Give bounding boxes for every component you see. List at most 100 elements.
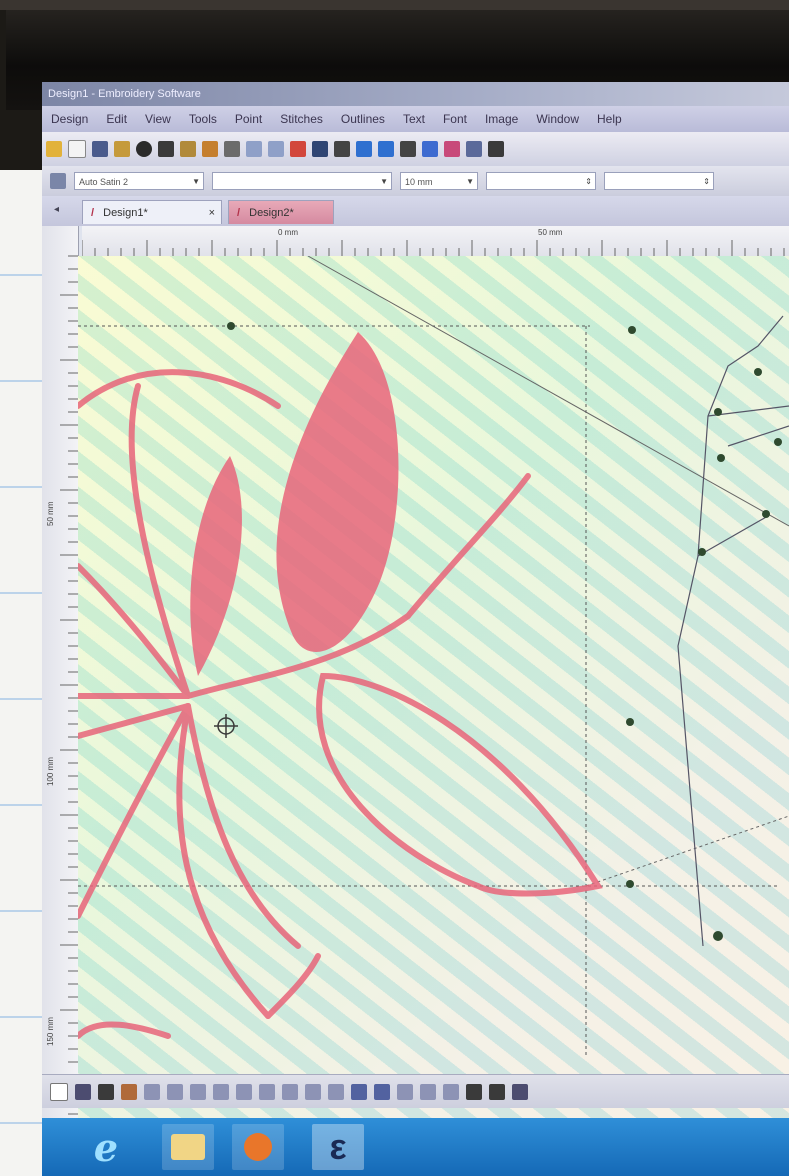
internet-explorer-icon[interactable]: e [80, 1124, 132, 1170]
node-select-icon[interactable] [378, 141, 394, 157]
start-icon[interactable] [42, 1124, 72, 1170]
properties-toolbar: Auto Satin 2 ▼ ▼ 10 mm ▼ ⇕ ⇕ [42, 166, 789, 196]
align-left-icon[interactable] [144, 1083, 160, 1100]
distribute-icon[interactable] [282, 1083, 298, 1100]
flip-icon[interactable] [420, 1083, 436, 1100]
control-node[interactable] [714, 408, 722, 416]
save-icon[interactable] [92, 141, 108, 157]
paste-icon[interactable] [202, 141, 218, 157]
close-icon[interactable]: × [208, 207, 215, 219]
menu-window[interactable]: Window [536, 112, 580, 126]
text-tool-icon[interactable] [334, 141, 350, 157]
align-middle-icon[interactable] [236, 1083, 252, 1100]
width-stepper[interactable]: ⇕ [604, 172, 714, 190]
menu-outlines[interactable]: Outlines [340, 112, 385, 126]
file-explorer-icon[interactable] [162, 1124, 214, 1170]
globe-icon[interactable] [136, 141, 152, 157]
cut-icon[interactable] [158, 141, 174, 157]
control-node[interactable] [774, 438, 782, 446]
leaf-fill [190, 332, 399, 676]
group-icon[interactable] [351, 1083, 367, 1100]
control-node[interactable] [754, 368, 762, 376]
tab-design2-label: Design2* [249, 207, 294, 219]
scale-icon[interactable] [443, 1083, 459, 1100]
outline-node-markers [227, 322, 782, 941]
pointer-icon[interactable] [400, 141, 416, 157]
ruler-ticks [60, 255, 78, 1115]
stepper-icon: ⇕ [585, 177, 592, 186]
frame-icon[interactable] [488, 141, 504, 157]
brush-icon[interactable] [98, 1083, 114, 1100]
menu-image[interactable]: Image [484, 112, 519, 126]
mirror-icon[interactable] [328, 1083, 344, 1100]
speaker-icon[interactable] [466, 1083, 482, 1100]
size-value: 10 mm [405, 177, 433, 187]
new-document-icon[interactable] [68, 140, 86, 158]
stitch-type-select[interactable]: Auto Satin 2 ▼ [74, 172, 204, 190]
folder-icon [171, 1134, 205, 1160]
menu-tools[interactable]: Tools [188, 112, 217, 126]
pencil-icon[interactable] [290, 141, 306, 157]
control-node[interactable] [762, 510, 770, 518]
control-node[interactable] [628, 326, 636, 334]
embroidery-app-icon[interactable]: ε [312, 1124, 364, 1170]
menu-help[interactable]: Help [597, 112, 622, 126]
stitch-type-value: Auto Satin 2 [79, 177, 129, 187]
stitch-edit-icon[interactable] [422, 141, 438, 157]
style-icon[interactable] [50, 173, 66, 189]
rotate-icon[interactable] [397, 1083, 413, 1100]
control-node[interactable] [626, 880, 634, 888]
warning-icon[interactable] [489, 1083, 505, 1100]
open-folder-icon[interactable] [46, 141, 62, 157]
menu-font[interactable]: Font [442, 112, 467, 126]
document-tab-bar: ◂ / Design1* × / Design2* [42, 196, 789, 226]
print-icon[interactable] [224, 141, 240, 157]
menu-point[interactable]: Point [234, 112, 263, 126]
control-node[interactable] [227, 322, 235, 330]
distribute-vertical-icon[interactable] [305, 1083, 321, 1100]
export-icon[interactable] [512, 1083, 528, 1100]
control-node[interactable] [713, 931, 723, 941]
menu-stitches[interactable]: Stitches [280, 112, 323, 126]
control-node[interactable] [626, 718, 634, 726]
tab-design1-label: Design1* [103, 207, 148, 219]
tab-design2[interactable]: / Design2* [228, 200, 334, 224]
align-bottom-icon[interactable] [259, 1083, 275, 1100]
align-center-icon[interactable] [167, 1083, 183, 1100]
guide-line [585, 815, 789, 887]
windows-taskbar: e ε [42, 1118, 789, 1176]
menu-edit[interactable]: Edit [106, 112, 128, 126]
tab-design1[interactable]: / Design1* × [82, 200, 222, 224]
align-top-icon[interactable] [213, 1083, 229, 1100]
move-icon[interactable] [75, 1083, 91, 1100]
zoom-icon[interactable] [466, 141, 482, 157]
copy-icon[interactable] [180, 141, 196, 157]
people-icon[interactable] [121, 1083, 137, 1100]
color-icon[interactable] [444, 141, 460, 157]
stepper-icon: ⇕ [703, 177, 710, 186]
menu-design[interactable]: Design [51, 112, 89, 126]
select-arrow-icon[interactable] [356, 141, 372, 157]
size-select[interactable]: 10 mm ▼ [400, 172, 478, 190]
font-select[interactable]: ▼ [212, 172, 392, 190]
frame-select-icon[interactable] [50, 1082, 68, 1101]
monitor-top-edge [0, 0, 789, 10]
bottom-toolbar [42, 1074, 789, 1108]
redo-icon[interactable] [268, 141, 284, 157]
ruler-ticks [81, 240, 785, 256]
tab-scroll-left-icon[interactable]: ◂ [54, 204, 60, 215]
media-player-icon[interactable] [232, 1124, 284, 1170]
stitch-icon[interactable] [312, 141, 328, 157]
align-right-icon[interactable] [190, 1083, 206, 1100]
spacing-stepper[interactable]: ⇕ [486, 172, 596, 190]
internet-explorer-glyph: e [93, 1124, 119, 1170]
menu-text[interactable]: Text [402, 112, 425, 126]
undo-icon[interactable] [246, 141, 262, 157]
control-node[interactable] [698, 548, 706, 556]
control-node[interactable] [717, 454, 725, 462]
play-icon [244, 1133, 272, 1161]
open-icon[interactable] [114, 141, 130, 157]
menu-view[interactable]: View [145, 112, 171, 126]
ungroup-icon[interactable] [374, 1083, 390, 1100]
design-canvas[interactable] [78, 256, 789, 1126]
